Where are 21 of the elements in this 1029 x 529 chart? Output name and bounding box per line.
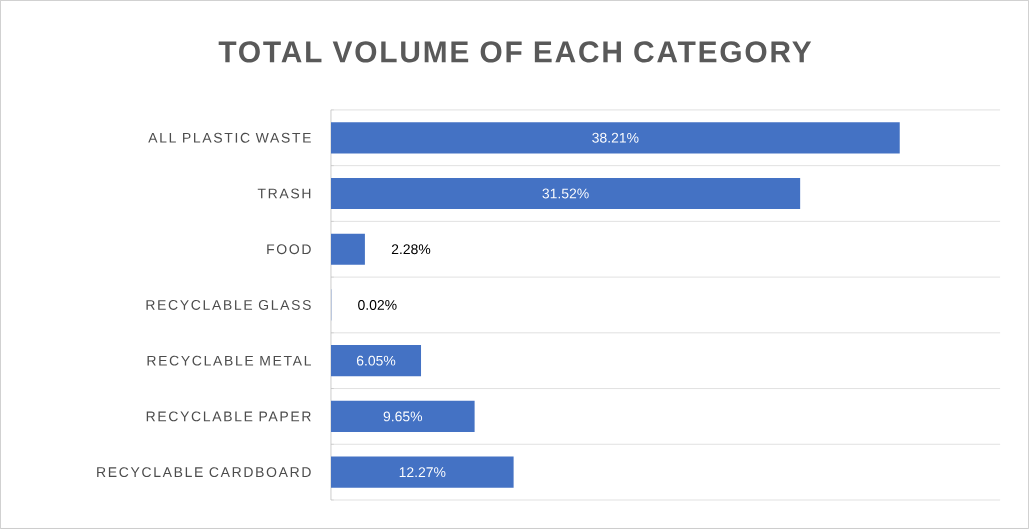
data-label: 31.52% bbox=[542, 188, 589, 199]
data-label: 2.28% bbox=[391, 244, 431, 255]
bar bbox=[330, 122, 900, 154]
data-label: 38.21% bbox=[592, 132, 639, 143]
data-label: 9.65% bbox=[383, 411, 423, 422]
data-label: 12.27% bbox=[399, 467, 446, 478]
y-tick-label: RECYCLABLE PAPER bbox=[146, 411, 311, 422]
chart-title: TOTAL VOLUME OF EACH CATEGORY bbox=[218, 41, 812, 63]
bar bbox=[330, 233, 365, 265]
bar bbox=[330, 177, 801, 210]
data-label: 6.05% bbox=[356, 355, 396, 366]
bar bbox=[330, 400, 475, 433]
y-tick-label: RECYCLABLE CARDBOARD bbox=[97, 467, 311, 478]
bar bbox=[330, 345, 422, 377]
y-tick-label: FOOD bbox=[267, 244, 311, 255]
y-tick-label: RECYCLABLE GLASS bbox=[146, 300, 311, 310]
y-tick-label: ALL PLASTIC WASTE bbox=[148, 132, 311, 143]
y-tick-label: TRASH bbox=[257, 188, 311, 199]
y-tick-label: RECYCLABLE METAL bbox=[147, 355, 311, 366]
data-label: 0.02% bbox=[358, 300, 397, 310]
bar bbox=[330, 456, 514, 488]
